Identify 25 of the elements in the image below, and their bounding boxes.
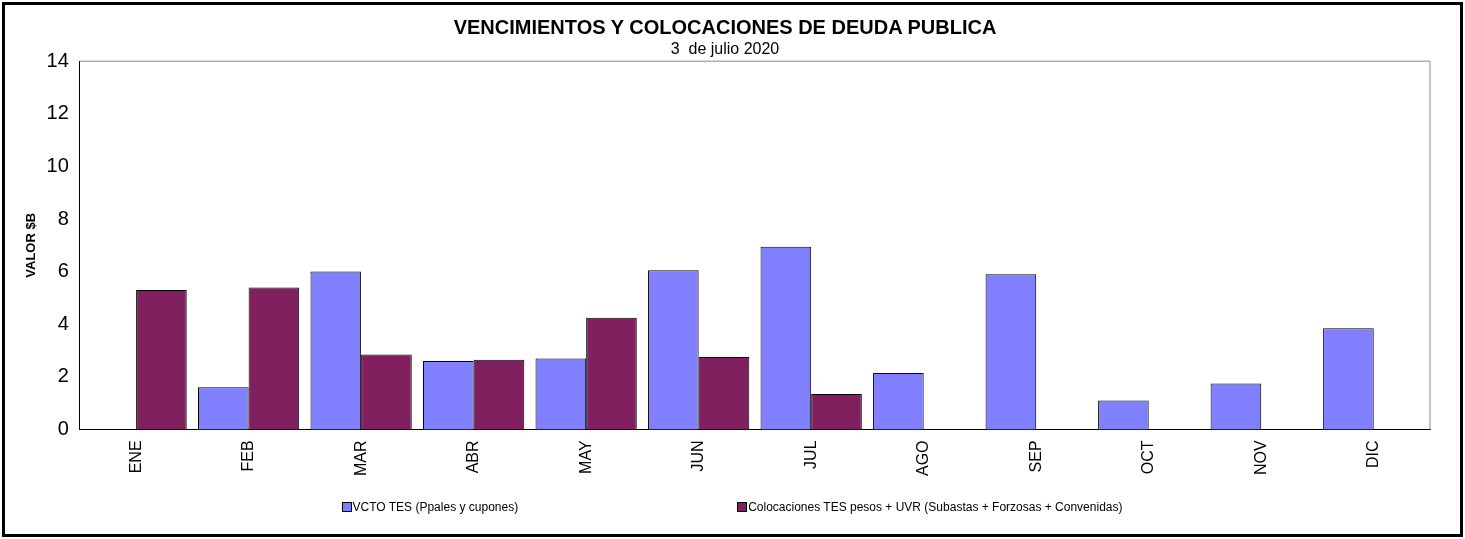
- y-tick-label: 4: [57, 311, 69, 334]
- chart-title: VENCIMIENTOS Y COLOCACIONES DE DEUDA PUBLICA: [453, 15, 997, 38]
- y-tick-label: 10: [46, 153, 69, 176]
- x-tick-label: JUN: [689, 440, 707, 472]
- x-tick-label: AGO: [914, 440, 932, 476]
- x-tick-label: JUL: [801, 440, 819, 469]
- y-tick-label: 0: [57, 416, 69, 439]
- y-tick-label: 12: [46, 101, 69, 124]
- legend-label: Colocaciones TES pesos + UVR (Subastas + Forzosas + Convenidas): [748, 500, 1123, 514]
- x-tick-label: ENE: [126, 440, 144, 474]
- x-tick-label: MAY: [576, 440, 594, 474]
- y-tick-label: 6: [57, 259, 69, 282]
- x-tick-label: OCT: [1139, 440, 1157, 475]
- y-tick-label: 2: [57, 364, 69, 387]
- x-tick-label: MAR: [351, 440, 369, 476]
- chart-subtitle: 3 de julio 2020: [670, 40, 780, 58]
- x-tick-label: NOV: [1251, 440, 1269, 476]
- y-tick-label: 14: [46, 48, 69, 71]
- x-tick-label: FEB: [239, 440, 257, 472]
- y-tick-label: 8: [57, 206, 69, 229]
- legend-label: VCTO TES (Ppales y cupones): [352, 500, 519, 514]
- y-axis-title: VALOR $B: [23, 212, 39, 278]
- x-tick-label: DIC: [1364, 440, 1382, 468]
- x-tick-label: ABR: [464, 440, 482, 474]
- x-tick-label: SEP: [1026, 440, 1044, 473]
